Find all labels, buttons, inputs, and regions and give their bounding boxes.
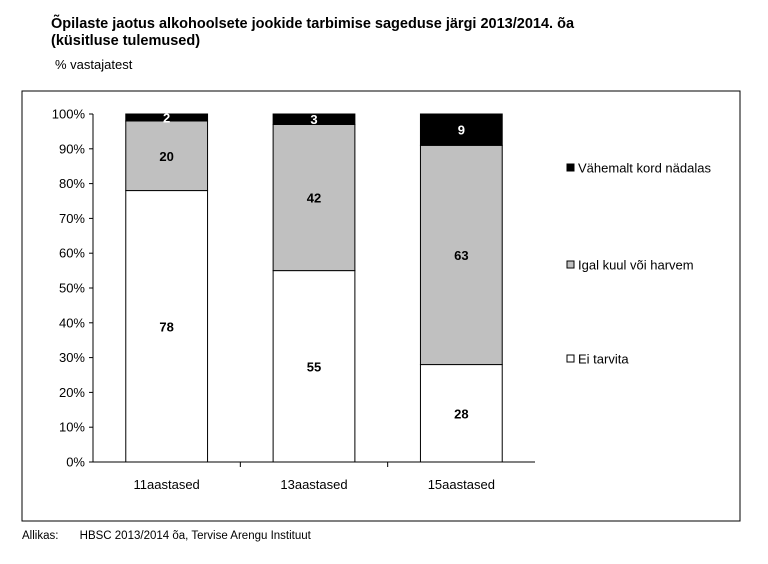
legend-label: Igal kuul või harvem	[578, 258, 694, 273]
chart-title-line-2: (küsitluse tulemused)	[51, 33, 201, 49]
data-label: 3	[310, 112, 317, 127]
bar-segment	[125, 113, 209, 122]
legend-label: Ei tarvita	[578, 352, 629, 367]
bar-segment	[272, 113, 356, 125]
bar-segment	[272, 270, 356, 463]
source-text: HBSC 2013/2014 õa, Tervise Arengu Instit…	[79, 530, 311, 542]
source-label: Allikas:	[22, 530, 59, 542]
legend-swatch	[566, 163, 575, 172]
y-tick-label: 50%	[59, 281, 85, 296]
bar-segment	[125, 190, 209, 463]
legend: Vähemalt kord nädalas Igal kuul või harve…	[566, 161, 711, 367]
y-tick-label: 0%	[66, 455, 85, 470]
x-tick-label: 11aastased	[134, 477, 200, 492]
bar-segment	[125, 120, 209, 192]
data-label: 28	[454, 406, 468, 421]
bar-segment	[419, 144, 503, 366]
y-tick-label: 30%	[59, 350, 85, 365]
y-tick-label: 20%	[59, 385, 85, 400]
legend-label: Vähemalt kord nädalas	[578, 161, 711, 176]
chart-frame	[21, 90, 741, 522]
y-tick-label: 80%	[59, 176, 85, 191]
y-tick-label: 10%	[59, 420, 85, 435]
legend-swatch	[566, 354, 575, 363]
chart-title-line-1: Õpilaste jaotus alkohoolsete jookide tar…	[51, 16, 575, 32]
bar-segment	[419, 113, 503, 146]
data-label: 55	[307, 359, 321, 374]
data-label: 78	[159, 319, 173, 334]
y-tick-label: 60%	[59, 246, 85, 261]
data-label: 20	[159, 149, 173, 164]
y-tick-label: 100%	[52, 107, 86, 122]
x-tick-label: 13aastased	[280, 477, 347, 492]
y-tick-label: 70%	[59, 211, 85, 226]
plot-area: 0% 10% 20% 30% 40% 50% 60% 70% 80% 90% 100% 78 20 2 11…	[52, 107, 535, 492]
y-tick-label: 40%	[59, 315, 85, 330]
chart-subtitle: % vastajatest	[55, 57, 133, 72]
data-label: 9	[458, 123, 465, 138]
data-label: 2	[163, 110, 170, 125]
x-tick-label: 15aastased	[428, 477, 495, 492]
legend-swatch	[566, 260, 575, 269]
data-label: 63	[454, 248, 468, 263]
chart-title: Õpilaste jaotus alkohoolsete jookide tar…	[51, 16, 751, 50]
data-label: 42	[307, 191, 321, 206]
source-note: Allikas: HBSC 2013/2014 õa, Tervise Aren…	[22, 530, 311, 542]
y-tick-label: 90%	[59, 141, 85, 156]
